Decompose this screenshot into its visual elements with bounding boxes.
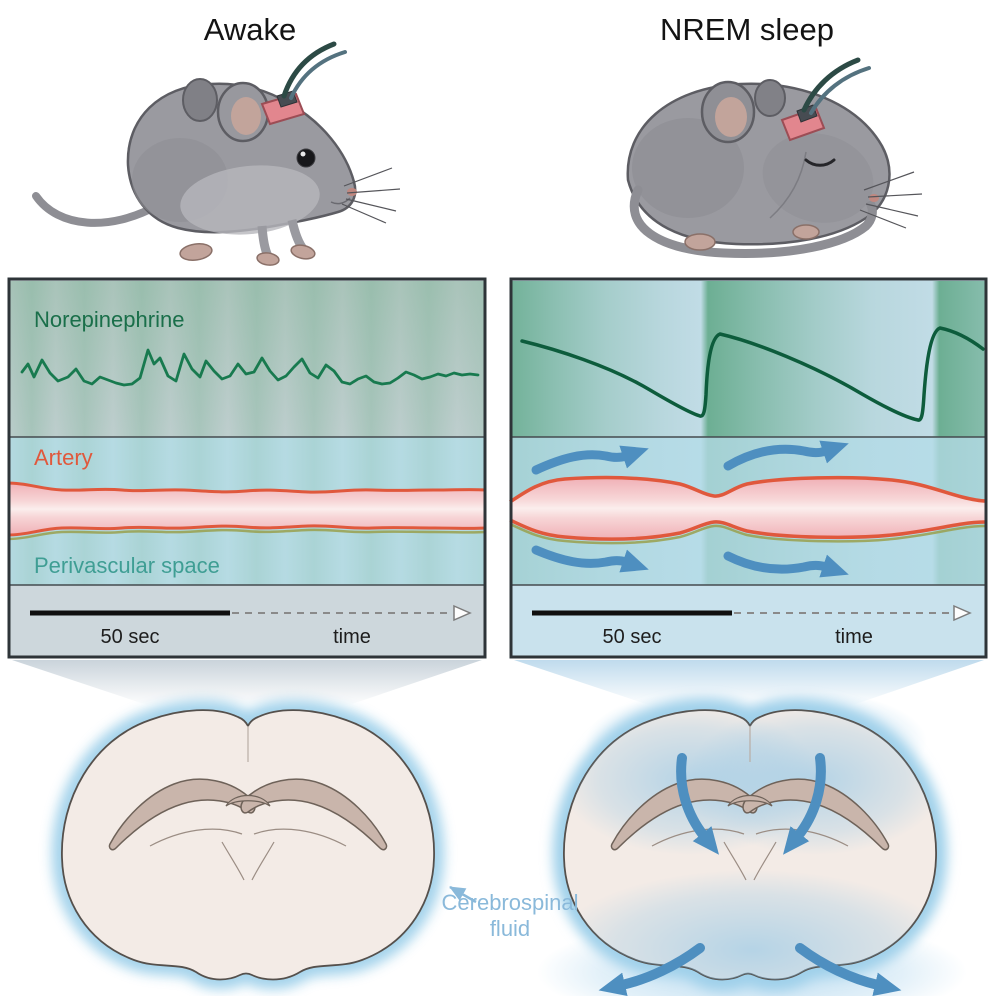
nrem-brain (537, 692, 967, 996)
awake-panel: Norepinephrine Artery Perivascular space… (7, 277, 487, 659)
mouse-nose (347, 188, 357, 196)
norepinephrine-label: Norepinephrine (34, 307, 184, 332)
mouse-whiskers (341, 167, 401, 224)
csf-flow-arrow-bottom-right (723, 551, 849, 578)
mouse-closed-eye (804, 158, 836, 167)
mouse-hind-foot (179, 243, 213, 261)
mouse-nose (869, 194, 879, 202)
csf-flow-arrow-bottom-left (531, 545, 649, 573)
awake-panel-border (7, 277, 487, 659)
csf-efflux-arrow-right (795, 943, 902, 996)
csf-annotation: Cerebrospinal fluid (442, 885, 579, 941)
mouse-hind-foot (684, 233, 716, 251)
awake-ne-region-stripes (8, 281, 486, 437)
nrem-funnel (514, 660, 984, 706)
mouse-front-foot (256, 252, 280, 266)
awake-pvs-underline (7, 528, 487, 541)
nrem-header: NREM sleep (660, 12, 834, 47)
mouse-front-foot (792, 224, 820, 240)
csf-flow-arrow-top-left (531, 445, 649, 475)
csf-pointer-arrow-icon (449, 885, 477, 904)
mouse-tail (629, 185, 877, 258)
mouse-haunch (632, 118, 744, 218)
implant-cable (281, 41, 337, 99)
awake-artery-top-wall (7, 481, 487, 494)
nrem-ne-region-stripes (510, 281, 987, 437)
mouse-far-ear (182, 78, 218, 122)
awake-time-label: time (333, 626, 371, 648)
implant-cable (801, 57, 861, 113)
awake-funnel (12, 660, 482, 706)
csf-label-line2: fluid (490, 916, 530, 941)
nrem-mouse (626, 57, 923, 258)
nrem-pvs-underline (509, 522, 987, 545)
nrem-panel: 50 sec time (509, 277, 988, 659)
awake-scalebar-label: 50 sec (101, 626, 160, 648)
implant-cable (289, 50, 347, 100)
csf-label-line1: Cerebrospinal (442, 890, 579, 915)
nrem-artery-top-wall (509, 475, 987, 504)
mouse-head-shading (762, 133, 874, 223)
awake-mouse (32, 41, 401, 266)
awake-artery-bottom-wall (7, 524, 487, 537)
mouse-eye (296, 148, 316, 168)
csf-influx-arrow-right (783, 753, 826, 855)
csf-efflux-arrow-left (598, 943, 705, 996)
csf-flow-arrow-top-right (723, 440, 849, 471)
nrem-artery-bottom-wall (509, 518, 987, 541)
nrem-time-label: time (835, 626, 873, 648)
awake-artery (8, 483, 486, 535)
mouse-tail (32, 192, 162, 227)
awake-header: Awake (204, 12, 297, 47)
mouse-belly (180, 165, 320, 235)
implant-cable (809, 66, 871, 115)
nrem-scalebar-label: 50 sec (603, 626, 662, 648)
awake-ne-trace (20, 348, 480, 387)
perivascular-space-label: Perivascular space (34, 553, 220, 578)
mouse-cheek-line (769, 151, 807, 219)
mouse-whiskers (859, 171, 923, 229)
mouse-front-foot (290, 244, 316, 260)
nrem-axis-region (510, 585, 987, 658)
nrem-ne-trace (520, 326, 985, 422)
mouse-inner-ear (715, 97, 747, 137)
mouse-eye-glint (300, 151, 306, 157)
mouse-inner-ear (231, 97, 261, 135)
nrem-panel-border (509, 277, 988, 659)
awake-brain (62, 710, 434, 979)
csf-influx-arrow-left (676, 753, 719, 855)
nrem-artery (510, 477, 986, 540)
awake-axis-region (8, 585, 486, 658)
artery-label: Artery (34, 445, 93, 470)
mouse-far-ear (754, 79, 786, 117)
nrem-time-arrowhead-icon (953, 604, 972, 622)
awake-time-arrowhead-icon (453, 604, 472, 622)
